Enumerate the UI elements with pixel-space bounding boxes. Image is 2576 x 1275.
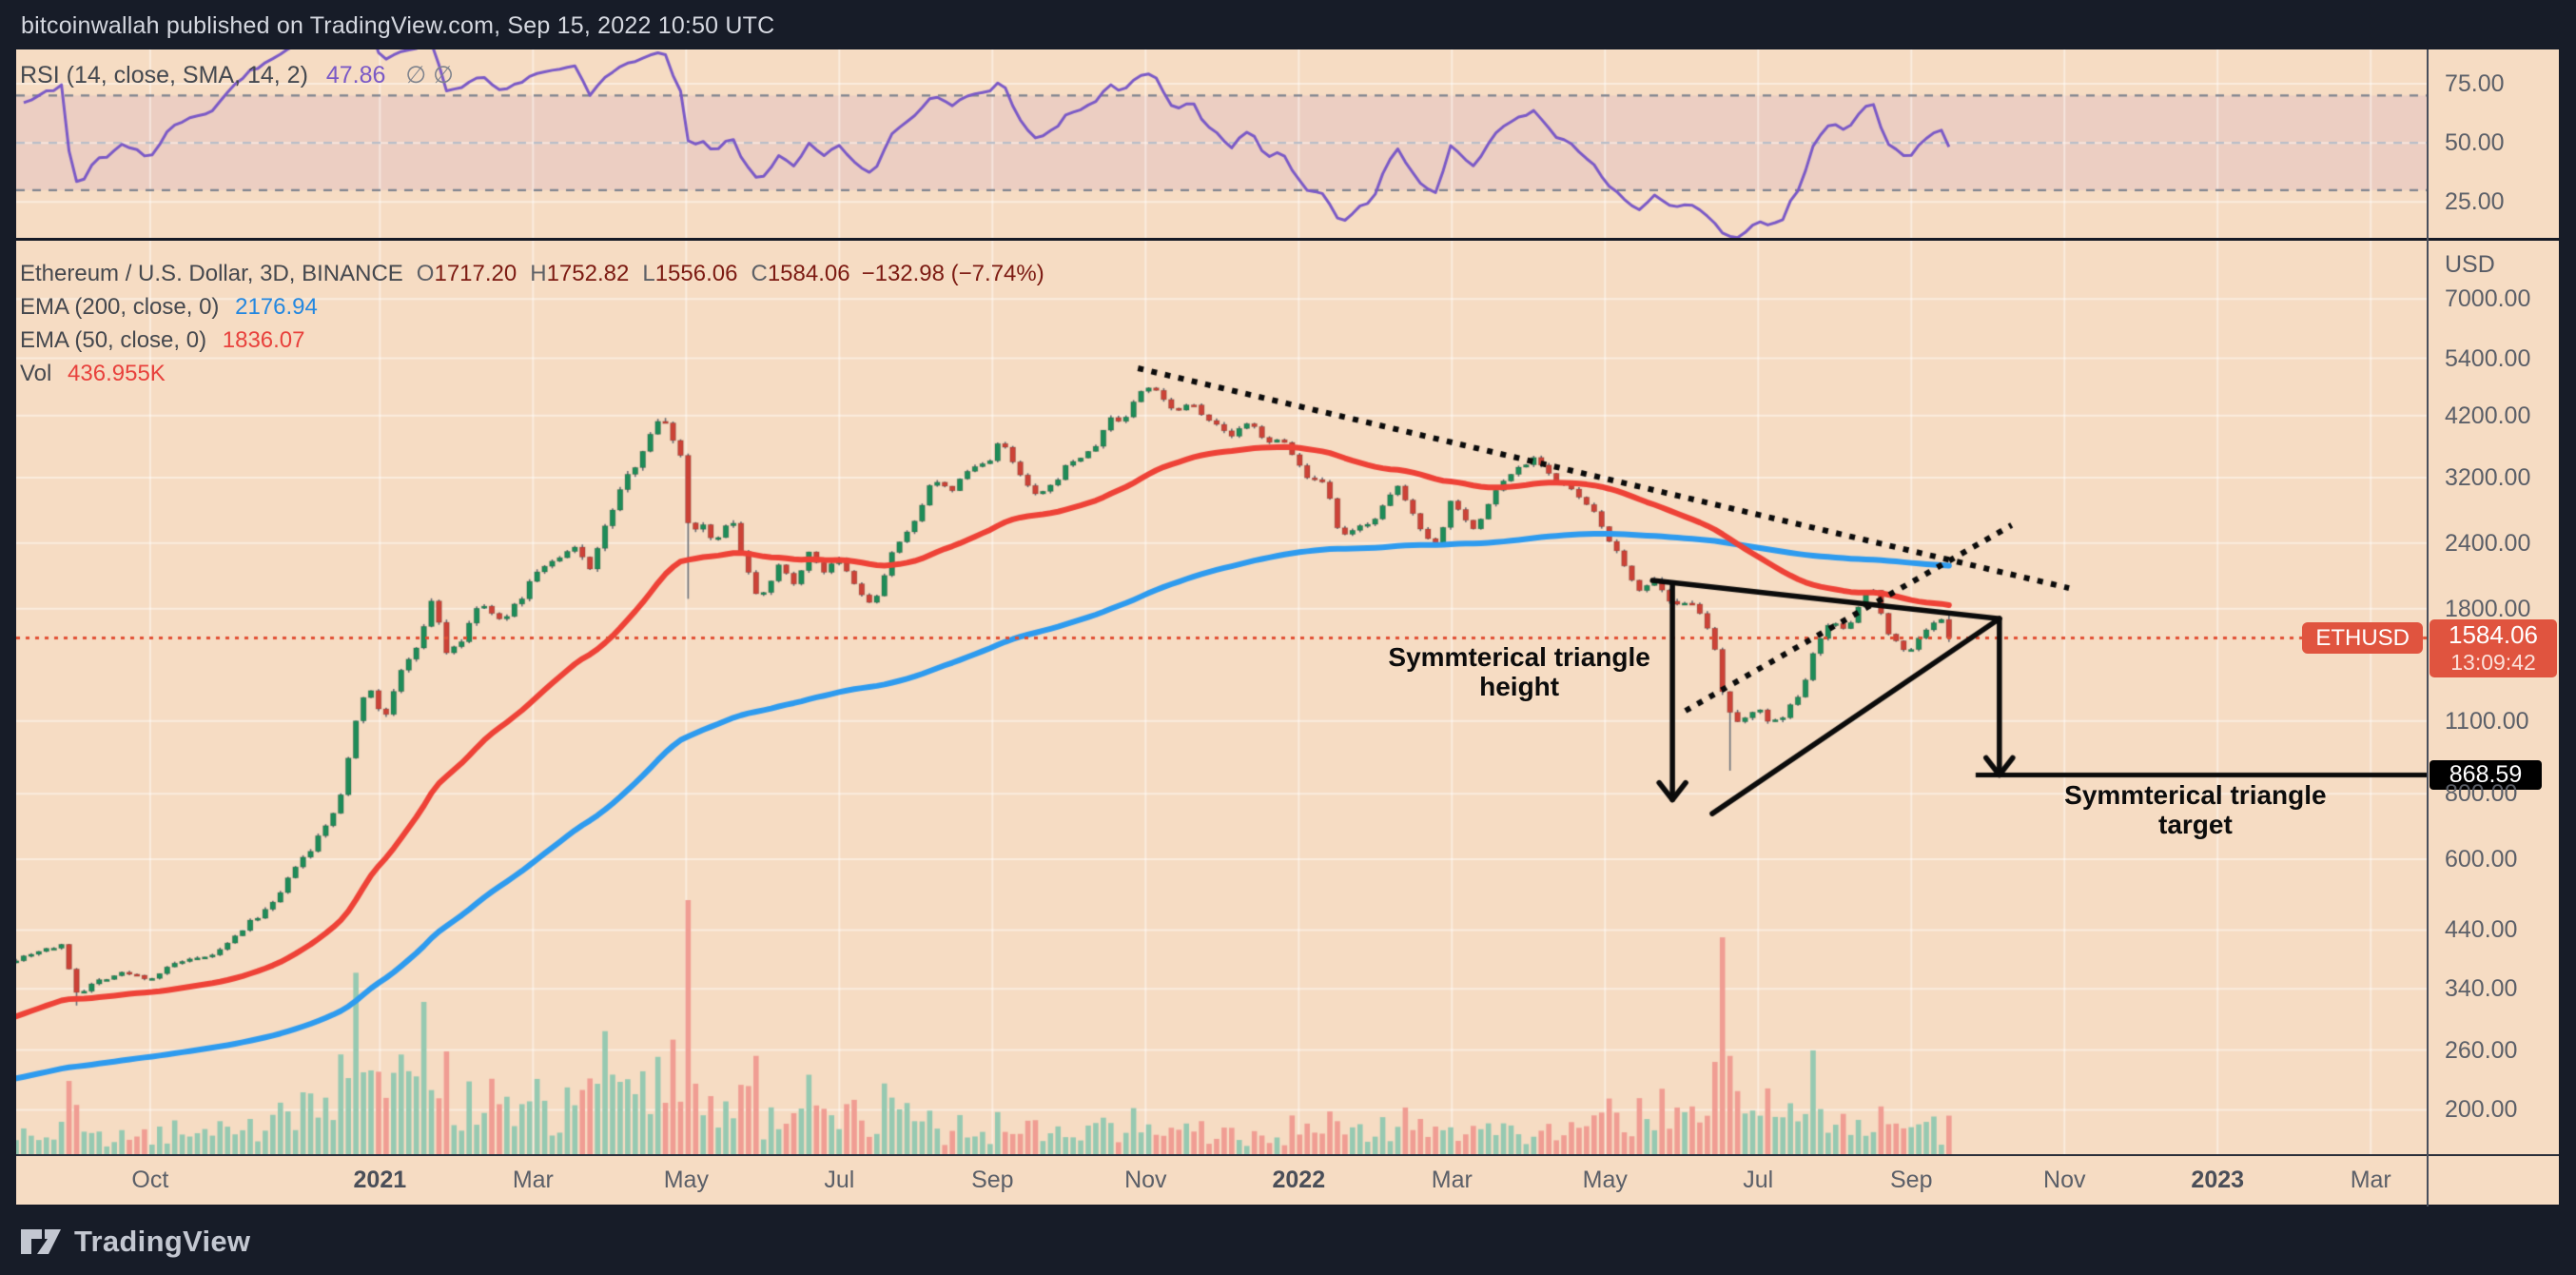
rsi-hidden-values-icon: ∅ ∅ xyxy=(405,62,454,88)
ema200-value: 2176.94 xyxy=(235,294,318,320)
tradingview-attribution[interactable]: TradingView xyxy=(19,1220,250,1264)
ohlc-value: 1717.20 xyxy=(434,261,517,286)
time-tick-label: Nov xyxy=(1124,1167,1167,1193)
change-value: −132.98 (−7.74%) xyxy=(861,261,1044,286)
tradingview-logo-icon xyxy=(21,1229,61,1254)
price-pane-canvas[interactable] xyxy=(16,240,2427,1155)
price-tick-label: 5400.00 xyxy=(2445,344,2531,372)
price-tick-label: 7000.00 xyxy=(2445,285,2531,313)
price-tick-label: 2400.00 xyxy=(2445,529,2531,557)
rsi-pane-canvas[interactable] xyxy=(16,49,2427,240)
time-axis[interactable]: Oct 2021 Mar May Jul Sep Nov 2022 Mar May Jul Sep No… xyxy=(16,1156,2427,1205)
ohlc-key: O xyxy=(416,261,435,286)
price-tick-label: 3200.00 xyxy=(2445,463,2531,491)
time-tick-label: Sep xyxy=(971,1167,1014,1193)
time-tick-label: 2023 xyxy=(2191,1167,2245,1193)
price-pane-legend: Ethereum / U.S. Dollar, 3D, BINANCE O1717… xyxy=(20,257,1044,390)
axis-currency-label: USD xyxy=(2445,251,2495,278)
rsi-legend-value: 47.86 xyxy=(325,62,386,88)
time-tick-label: Jul xyxy=(1743,1167,1774,1193)
last-price-badge: 1584.06 13:09:42 xyxy=(2430,619,2557,678)
bar-countdown: 13:09:42 xyxy=(2450,650,2536,676)
ema50-label: EMA (50, close, 0) xyxy=(20,327,207,353)
price-tick-label: 600.00 xyxy=(2445,846,2518,873)
time-tick-label: Sep xyxy=(1890,1167,1933,1193)
symbol-title: Ethereum / U.S. Dollar, 3D, BINANCE xyxy=(20,261,403,286)
publish-title-bar: bitcoinwallah published on TradingView.c… xyxy=(0,0,2576,49)
price-axis-separator xyxy=(2427,49,2429,1206)
annotation-text: Symmterical triangle target xyxy=(2064,780,2327,840)
ohlc-value: 1752.82 xyxy=(546,261,630,286)
time-tick-label: Oct xyxy=(131,1167,169,1193)
price-tick-label: 800.00 xyxy=(2445,780,2518,808)
time-tick-label: 2022 xyxy=(1272,1167,1326,1193)
time-tick-label: Nov xyxy=(2043,1167,2086,1193)
ohlc-value: 1556.06 xyxy=(654,261,738,286)
ohlc-key: C xyxy=(751,261,768,286)
rsi-legend-label: RSI (14, close, SMA, 14, 2) xyxy=(20,62,308,88)
annotation-text: Symmterical triangle height xyxy=(1388,642,1650,702)
time-tick-label: Mar xyxy=(2350,1167,2391,1193)
rsi-legend: RSI (14, close, SMA, 14, 2) 47.86 ∅ ∅ xyxy=(20,61,454,89)
publish-caption: bitcoinwallah published on TradingView.c… xyxy=(21,12,775,39)
chart-bottom-border xyxy=(16,1205,2559,1206)
price-tick-label: 4200.00 xyxy=(2445,402,2531,429)
symbol-row: Ethereum / U.S. Dollar, 3D, BINANCE O1717… xyxy=(20,257,1044,290)
symbol-price-tag: ETHUSD xyxy=(2302,622,2423,655)
vol-value: 436.955K xyxy=(68,361,166,386)
time-tick-label: Jul xyxy=(824,1167,855,1193)
time-tick-label: Mar xyxy=(512,1167,554,1193)
time-axis-separator xyxy=(16,1154,2559,1156)
ohlc-value: 1584.06 xyxy=(767,261,850,286)
vol-label: Vol xyxy=(20,361,52,386)
ema50-row: EMA (50, close, 0) 1836.07 xyxy=(20,324,1044,357)
time-tick-label: May xyxy=(663,1167,709,1193)
rsi-tick-label: 50.00 xyxy=(2445,129,2505,157)
rsi-tick-label: 75.00 xyxy=(2445,70,2505,98)
price-tick-label: 1100.00 xyxy=(2445,707,2529,735)
ema200-label: EMA (200, close, 0) xyxy=(20,294,220,320)
ohlc-key: L xyxy=(642,261,655,286)
time-tick-label: Mar xyxy=(1431,1167,1473,1193)
price-tick-label: 260.00 xyxy=(2445,1036,2518,1064)
price-tick-label: 440.00 xyxy=(2445,916,2518,944)
rsi-tick-label: 25.00 xyxy=(2445,188,2505,216)
ema50-value: 1836.07 xyxy=(222,327,305,353)
ohlc-values: O1717.20 H1752.82 L1556.06 C1584.06 xyxy=(403,261,850,286)
price-tick-label: 200.00 xyxy=(2445,1096,2518,1124)
tradingview-wordmark: TradingView xyxy=(74,1225,251,1258)
time-tick-label: May xyxy=(1582,1167,1628,1193)
price-tick-label: 340.00 xyxy=(2445,975,2518,1003)
target-price-badge: 868.59 xyxy=(2430,760,2542,791)
time-tick-label: 2021 xyxy=(353,1167,407,1193)
price-tick-label: 1800.00 xyxy=(2445,595,2531,622)
ema200-row: EMA (200, close, 0) 2176.94 xyxy=(20,290,1044,324)
last-price-value: 1584.06 xyxy=(2449,620,2538,650)
ohlc-key: H xyxy=(530,261,547,286)
pane-separator[interactable] xyxy=(16,238,2559,241)
volume-row: Vol 436.955K xyxy=(20,357,1044,390)
